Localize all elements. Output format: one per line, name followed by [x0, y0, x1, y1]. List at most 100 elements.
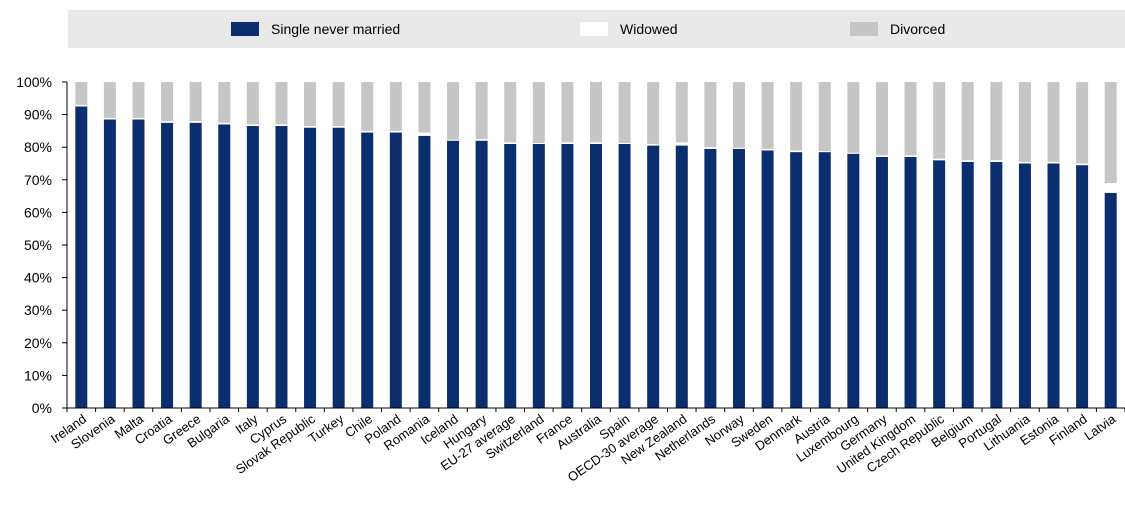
bar-widowed	[332, 126, 345, 128]
bar-single	[132, 119, 145, 409]
bar-widowed	[189, 121, 202, 123]
bar-single	[761, 150, 774, 408]
bar-single	[389, 132, 402, 408]
legend-swatch-divorced	[850, 22, 878, 36]
bar-widowed	[447, 139, 460, 141]
bar-widowed	[961, 160, 974, 162]
bar-single	[790, 152, 803, 408]
legend-item-divorced: Divorced	[850, 10, 945, 48]
bar-single	[1076, 165, 1089, 408]
bar-divorced	[847, 82, 860, 153]
bar-widowed	[418, 132, 431, 136]
bar-divorced	[990, 82, 1003, 161]
bar-divorced	[304, 82, 317, 127]
bar-divorced	[933, 82, 946, 159]
bar-divorced	[790, 82, 803, 151]
bar-divorced	[1104, 82, 1117, 184]
bar-widowed	[761, 148, 774, 151]
bar-single	[561, 143, 574, 408]
legend-swatch-widowed	[580, 22, 608, 36]
bar-widowed	[875, 155, 888, 157]
bar-divorced	[1047, 82, 1060, 162]
bar-divorced	[675, 82, 688, 143]
bar-divorced	[218, 82, 231, 123]
bar-single	[675, 145, 688, 408]
bar-widowed	[75, 104, 88, 107]
bar-single	[933, 160, 946, 408]
legend-label-divorced: Divorced	[890, 21, 946, 37]
bar-divorced	[332, 82, 345, 127]
bar-widowed	[504, 142, 517, 144]
bar-widowed	[933, 158, 946, 161]
bar-divorced	[361, 82, 374, 131]
bar-widowed	[561, 142, 574, 144]
bar-widowed	[1104, 183, 1117, 193]
bar-single	[103, 119, 116, 409]
bar-divorced	[161, 82, 174, 122]
bar-widowed	[218, 122, 231, 125]
bar-single	[475, 140, 488, 408]
bar-single	[246, 126, 259, 408]
bar-widowed	[1018, 161, 1031, 164]
legend-label-widowed: Widowed	[620, 21, 678, 37]
bar-divorced	[532, 82, 545, 143]
bar-divorced	[590, 82, 602, 143]
bar-single	[732, 148, 745, 408]
bar-widowed	[475, 139, 488, 141]
y-tick-label: 30%	[24, 302, 52, 318]
bar-divorced	[904, 82, 917, 156]
bar-single	[361, 132, 374, 408]
bar-widowed	[904, 155, 917, 157]
bar-single	[418, 135, 431, 409]
bar-widowed	[161, 121, 174, 123]
bar-single	[189, 122, 202, 408]
y-tick-label: 50%	[24, 237, 52, 253]
y-tick-label: 90%	[24, 107, 52, 123]
bar-divorced	[103, 82, 116, 118]
y-tick-label: 0%	[32, 400, 52, 416]
bar-single	[218, 124, 231, 408]
bar-divorced	[1076, 82, 1089, 164]
bar-single	[647, 145, 660, 408]
bar-widowed	[532, 142, 545, 144]
legend-label-single: Single never married	[271, 21, 401, 37]
bar-divorced	[732, 82, 745, 148]
bar-widowed	[246, 124, 259, 127]
bar-single	[304, 127, 317, 408]
bar-divorced	[447, 82, 460, 140]
bar-widowed	[1076, 163, 1089, 166]
bar-widowed	[732, 147, 745, 149]
bar-widowed	[618, 142, 631, 144]
bar-divorced	[389, 82, 402, 131]
x-tick-label: Latvia	[1081, 411, 1119, 444]
bar-single	[1018, 163, 1031, 408]
bar-divorced	[704, 82, 717, 148]
bar-divorced	[475, 82, 488, 140]
bar-single	[1104, 192, 1117, 408]
bar-divorced	[761, 82, 774, 149]
bar-divorced	[561, 82, 574, 143]
bar-single	[447, 140, 460, 408]
bar-single	[504, 143, 517, 408]
bar-widowed	[675, 142, 688, 146]
bar-single	[961, 161, 974, 408]
bar-single	[847, 153, 860, 408]
bar-single	[332, 127, 345, 408]
bar-divorced	[818, 82, 831, 152]
bar-widowed	[704, 147, 717, 149]
bar-divorced	[189, 82, 202, 122]
bar-widowed	[990, 160, 1003, 162]
bar-single	[990, 161, 1003, 408]
bar-divorced	[1018, 82, 1031, 162]
bar-divorced	[647, 82, 660, 144]
y-tick-label: 80%	[24, 139, 52, 155]
bar-single	[1047, 163, 1060, 408]
bar-widowed	[389, 130, 402, 133]
bar-widowed	[1047, 161, 1060, 164]
y-tick-label: 40%	[24, 270, 52, 286]
bar-divorced	[75, 82, 88, 105]
bar-single	[618, 143, 631, 408]
bar-widowed	[818, 151, 831, 153]
bar-single	[275, 126, 288, 408]
